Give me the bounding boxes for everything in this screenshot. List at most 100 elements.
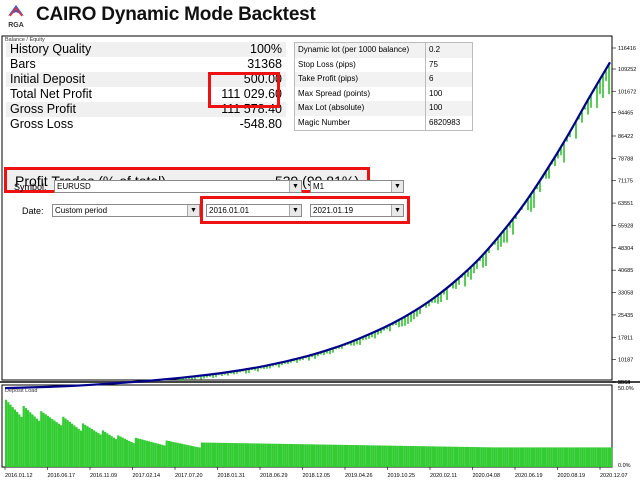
deposit-load-bar [297, 444, 300, 467]
deposit-load-bar [405, 445, 408, 467]
deposit-load-bar [458, 446, 461, 467]
deposit-load-bar [328, 444, 331, 467]
deposit-load-bar [478, 447, 481, 467]
chevron-down-icon[interactable]: ▼ [391, 205, 403, 216]
deposit-load-bar [264, 443, 267, 467]
deposit-load-bar [511, 447, 514, 467]
deposit-load-bar [262, 443, 265, 467]
deposit-load-bar [572, 447, 575, 467]
to-date-picker[interactable]: 2021.01.19 ▼ [310, 204, 404, 217]
y-bottom-label: 5063 [618, 380, 630, 386]
param-label: Magic Number [294, 115, 426, 131]
deposit-load-bar [165, 440, 168, 467]
deposit-load-bar [178, 443, 181, 467]
deposit-load-bar [544, 447, 547, 467]
deposit-load-bar [112, 437, 115, 467]
deposit-load-bar [409, 445, 412, 467]
deposit-load-bar [18, 414, 21, 467]
deposit-load-bar [68, 421, 71, 467]
deposit-load-bar [601, 447, 604, 467]
deposit-load-bar [453, 446, 456, 467]
date-label: Date: [22, 206, 44, 216]
deposit-load-bar [277, 443, 280, 467]
deposit-load-bar [137, 438, 140, 467]
deposit-load-bar [607, 447, 610, 467]
deposit-load-bar [282, 443, 285, 467]
stat-value: 100% [250, 42, 282, 56]
deposit-load-bar [475, 447, 478, 467]
deposit-load-bar [561, 447, 564, 467]
deposit-load-bar [211, 442, 214, 467]
chevron-down-icon[interactable]: ▼ [391, 181, 403, 192]
deposit-load-bar [130, 442, 133, 467]
deposit-load-bar [502, 447, 505, 467]
param-label: Stop Loss (pips) [294, 57, 426, 72]
deposit-load-bar [174, 442, 177, 467]
deposit-load-bar [354, 445, 357, 467]
load-axis: 50.0% 0.0% [618, 386, 634, 469]
deposit-load-bar [106, 433, 109, 467]
deposit-load-bar [11, 407, 14, 467]
deposit-load-bar [557, 447, 560, 467]
deposit-load-bar [302, 444, 305, 467]
deposit-load-bar [332, 444, 335, 467]
deposit-load-bar [348, 444, 351, 467]
period-select[interactable]: Custom period ▼ [52, 204, 200, 217]
deposit-load-bar [431, 446, 434, 467]
chevron-down-icon[interactable]: ▼ [289, 181, 301, 192]
symbol-select[interactable]: EURUSD ▼ [54, 180, 302, 193]
x-tick-label: 2016.11.09 [90, 473, 117, 479]
deposit-load-bar [460, 446, 463, 467]
param-value: 100 [429, 103, 443, 112]
deposit-load-bar [148, 441, 151, 467]
deposit-load-bar [181, 443, 184, 467]
deposit-load-bar [185, 444, 188, 467]
deposit-load-bar [568, 447, 571, 467]
deposit-load-bar [24, 408, 27, 467]
deposit-load-bar [376, 445, 379, 467]
deposit-load-bar [62, 416, 65, 467]
deposit-load-bar [108, 434, 111, 467]
stat-label: Gross Profit [10, 102, 76, 116]
deposit-load-bar [535, 447, 538, 467]
deposit-load-bar [585, 447, 588, 467]
deposit-load-bar [117, 435, 120, 467]
deposit-load-bar [442, 446, 445, 467]
deposit-load-bar [86, 426, 89, 467]
deposit-load-bar [306, 444, 309, 467]
timeframe-select[interactable]: M1 ▼ [310, 180, 404, 193]
chevron-down-icon[interactable]: ▼ [289, 205, 301, 216]
deposit-load-bar [64, 418, 67, 467]
deposit-load-bar [451, 446, 454, 467]
param-value: 6 [429, 74, 434, 83]
deposit-load-bar [231, 443, 234, 467]
deposit-load-bar [350, 445, 353, 467]
deposit-load-bar [506, 447, 509, 467]
deposit-load-bar [385, 445, 388, 467]
from-date-picker[interactable]: 2016.01.01 ▼ [206, 204, 302, 217]
deposit-load-bar [603, 447, 606, 467]
x-axis: 2016.01.12 2016.06.17 2016.11.09 2017.02.14… [4, 467, 628, 479]
param-label: Max Spread (points) [294, 86, 426, 101]
deposit-load-bar [31, 414, 34, 467]
deposit-load-bar [22, 405, 25, 467]
deposit-load-bar [599, 447, 602, 467]
deposit-load-bar [218, 442, 221, 467]
x-tick-label: 2017.02.14 [133, 473, 161, 479]
deposit-load-bar [299, 444, 302, 467]
param-row: Max Spread (points) 100 [294, 86, 473, 101]
deposit-load-bar [308, 444, 311, 467]
deposit-load-bar [128, 440, 131, 467]
deposit-load-bar [101, 430, 104, 467]
deposit-load-bar [566, 447, 569, 467]
deposit-load-bar [258, 443, 261, 467]
deposit-load-bar [469, 446, 472, 467]
deposit-load-bar [471, 447, 474, 467]
deposit-load-bar [319, 444, 322, 467]
deposit-load-bar [121, 437, 124, 467]
deposit-load-bar [251, 443, 254, 467]
deposit-load-bar [449, 446, 452, 467]
chevron-down-icon[interactable]: ▼ [187, 205, 199, 216]
stat-label: History Quality [10, 42, 92, 56]
deposit-load-bar [225, 442, 228, 467]
